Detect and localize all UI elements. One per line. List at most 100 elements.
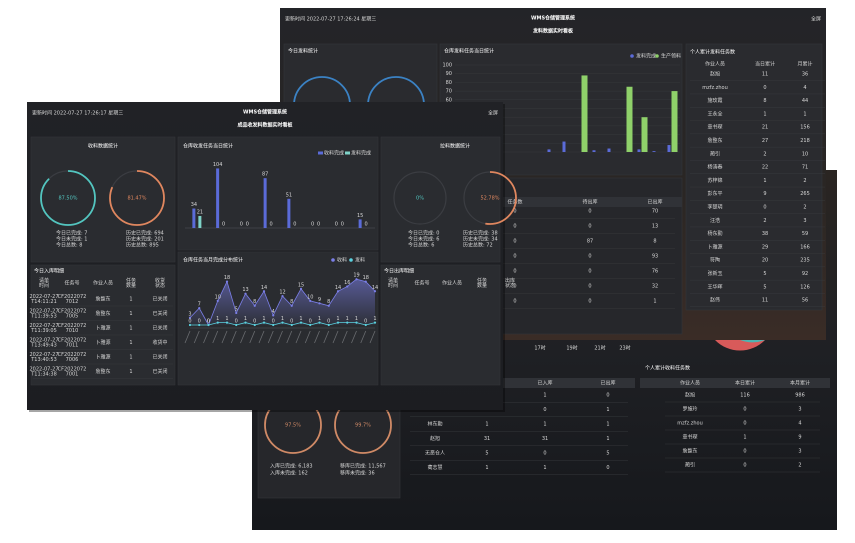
table-cell: 5	[763, 284, 766, 290]
point-value-label: 12	[279, 290, 285, 296]
point	[198, 323, 201, 327]
bar	[652, 151, 656, 152]
note-text: 今日未完成: 6	[408, 236, 439, 243]
point-value-label: 0	[309, 319, 312, 325]
bar-value-label: 87	[262, 172, 268, 178]
point-value-label: 15	[298, 282, 304, 288]
table-cell: 赵伟	[710, 297, 720, 304]
point	[188, 316, 192, 319]
table-cell: 7001	[66, 372, 79, 378]
table-header: 作业人员	[442, 280, 462, 287]
table-cell: 20	[762, 258, 768, 264]
point	[290, 323, 293, 327]
axis-label: 21时	[594, 345, 605, 352]
point-value-label: 1	[216, 316, 219, 322]
point-value-label: 14	[261, 285, 267, 291]
bar-value-label: 0	[270, 222, 273, 228]
table-cell: 156	[800, 125, 810, 131]
note-text: 入库未完成: 162	[270, 470, 308, 477]
point-value-label: 1	[336, 316, 339, 322]
axis-label: 17时	[534, 345, 545, 352]
point	[207, 323, 210, 327]
point	[272, 314, 275, 317]
table-cell: 9	[798, 435, 801, 441]
note-text: 历史已完成: 38	[463, 230, 498, 237]
bar-value-label: 0	[222, 222, 225, 228]
table-cell: 无恶仓人	[425, 450, 445, 457]
table-cell: 林东勤	[427, 421, 442, 428]
table-cell: 3	[798, 407, 801, 413]
table-cell: 詹整东	[707, 137, 722, 144]
table-cell: 0	[588, 224, 591, 230]
point	[244, 292, 247, 295]
bar-value-label: 51	[286, 192, 292, 198]
point-value-label: 10	[307, 294, 313, 300]
section-title: 仓库任务当月完成分布统计	[183, 257, 243, 264]
table-header: 请单	[388, 277, 398, 284]
note-text: 入库已完成: 6,183	[270, 463, 313, 470]
table-cell: 0	[513, 269, 516, 275]
fullscreen-button[interactable]: 全屏	[488, 110, 498, 117]
point	[272, 323, 275, 327]
gauge-arc	[40, 170, 96, 226]
bar	[263, 178, 267, 228]
table-cell: 126	[800, 284, 810, 290]
dashboard-subtitle: 成品收发料数据实时看板	[237, 122, 293, 129]
table-cell: CF2022072	[58, 367, 87, 373]
table-cell: 1	[606, 436, 609, 442]
point-value-label: 1	[225, 316, 228, 322]
table-cell: 2022-07-27	[29, 367, 58, 373]
legend-label: 发料完成	[636, 53, 656, 60]
table-cell: 44	[802, 98, 808, 104]
y-tick-label: 70	[446, 89, 452, 95]
point	[244, 321, 247, 324]
table-header: 待出库	[582, 199, 597, 206]
bar	[287, 198, 291, 228]
bar	[592, 150, 596, 152]
point-value-label: 1	[346, 316, 349, 322]
point-value-label: 18	[224, 275, 230, 281]
table-cell: T14:11:21	[30, 299, 57, 305]
point-value-label: 8	[327, 299, 330, 305]
x-tick-stub	[221, 330, 228, 344]
table-cell: CF2022072	[58, 309, 87, 315]
table-cell: 0	[763, 85, 766, 91]
table-box	[685, 43, 823, 311]
table-cell: 5	[485, 451, 488, 457]
table-box	[380, 264, 501, 386]
table-cell: 2022-07-27	[29, 352, 58, 358]
point	[309, 299, 312, 303]
table-cell: 11	[762, 72, 768, 78]
fullscreen-button[interactable]: 全屏	[811, 16, 821, 23]
legend-swatch	[345, 151, 350, 155]
point	[336, 321, 340, 324]
point-value-label: 0	[207, 319, 210, 325]
y-tick-label: 100	[442, 63, 452, 69]
point-value-label: 0	[272, 319, 275, 325]
point-value-label: 1	[318, 316, 321, 322]
table-cell: 1	[485, 422, 488, 428]
point	[318, 321, 321, 324]
table-cell: 31	[542, 436, 548, 442]
table-header: 作业人员	[93, 280, 113, 287]
gauge-track	[393, 171, 447, 225]
table-cell: 27	[762, 138, 768, 144]
table-cell: 0	[588, 284, 591, 290]
point-value-label: 7	[198, 302, 201, 308]
point-value-label: 1	[299, 316, 302, 322]
table-header: 当日累计	[755, 61, 775, 68]
bar-value-label: 0	[311, 222, 314, 228]
table-cell: 7012	[66, 299, 79, 305]
table-cell: 杨东勤	[707, 230, 722, 237]
table-cell: CF2022072	[58, 294, 87, 300]
table-cell: T13:49:43	[30, 343, 57, 349]
table-header: 时间	[39, 282, 49, 289]
point-value-label: 19	[353, 273, 359, 279]
table-header: 状态	[155, 282, 165, 289]
table-cell: 王华晖	[707, 283, 722, 290]
table-cell: 0	[588, 299, 591, 305]
x-tick-stub	[295, 330, 302, 344]
legend-label: 发料完成	[351, 150, 371, 157]
note-text: 移库未完成: 36	[340, 470, 375, 477]
